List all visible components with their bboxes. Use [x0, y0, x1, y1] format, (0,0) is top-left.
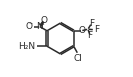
Text: O: O [41, 16, 48, 25]
Text: O: O [78, 26, 85, 35]
Text: F: F [94, 25, 99, 34]
Text: +: + [39, 22, 45, 28]
Text: H₂N: H₂N [18, 42, 36, 51]
Text: ⁻: ⁻ [28, 21, 33, 29]
Text: O: O [26, 22, 33, 31]
Text: Cl: Cl [73, 54, 82, 63]
Text: F: F [89, 19, 94, 28]
Text: F: F [87, 31, 92, 40]
Text: N: N [36, 22, 43, 31]
